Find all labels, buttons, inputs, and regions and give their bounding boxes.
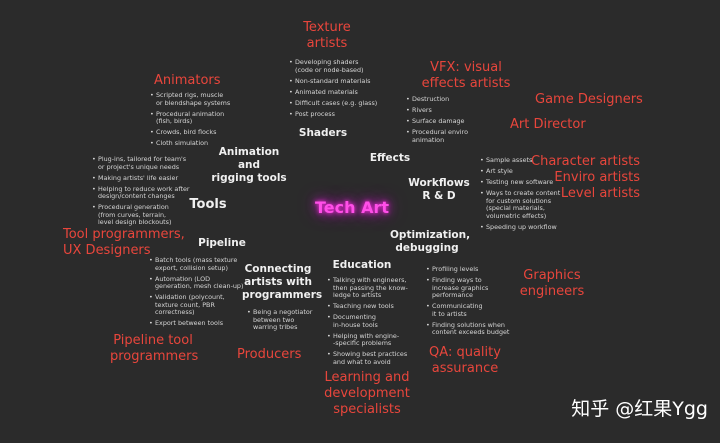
list-item: Teaching new tools (327, 303, 417, 311)
list-item: Speeding up workflow (480, 223, 570, 232)
list-item: Helping with engine- -specific problems (327, 332, 417, 348)
role-graphics-engineers: Graphics engineers (519, 268, 585, 299)
list-item: Export between tools (149, 320, 249, 328)
list-item: Developing shaders (code or node-based) (289, 58, 379, 74)
list-item: Communicating it to artists (426, 302, 518, 318)
pipeline-bullet-list: Batch tools (mass texture export, collis… (149, 256, 249, 331)
role-vfx: VFX: visual effects artists (421, 60, 511, 91)
list-item: Scripted rigs, muscle or blendshape syst… (150, 91, 240, 107)
optimization-bullet-list: Profiling levels Finding ways to increas… (426, 265, 518, 340)
category-effects: Effects (369, 152, 411, 164)
role-qa: QA: quality assurance (429, 345, 501, 376)
list-item: Cloth simulation (150, 140, 240, 148)
center-title: Tech Art (314, 198, 389, 217)
workflows-bullet-list: Sample assets Art style Testing new soft… (480, 156, 570, 235)
list-item: Plug-ins, tailored for team's or project… (92, 155, 202, 171)
connecting-bullet-list: Being a negotiator between two warring t… (247, 308, 317, 335)
watermark: 知乎 @红果Ygg (571, 398, 708, 420)
list-item: Automation (LOD generation, mesh clean-u… (149, 275, 249, 291)
category-optimization: Optimization, debugging (390, 229, 471, 254)
list-item: Validation (polycount, texture count, PB… (149, 293, 249, 317)
list-item: Making artists' life easier (92, 174, 202, 183)
role-texture-artists: Texture artists (303, 20, 351, 51)
effects-bullet-list: Destruction Rivers Surface damage Proced… (406, 95, 488, 148)
list-item: Difficult cases (e.g. glass) (289, 99, 379, 108)
list-item: Destruction (406, 95, 488, 104)
list-item: Talking with engineers, then passing the… (327, 276, 417, 300)
list-item: Art style (480, 167, 570, 176)
role-game-designers: Game Designers (535, 92, 643, 107)
list-item: Rivers (406, 106, 488, 115)
category-shaders: Shaders (298, 127, 348, 139)
list-item: Ways to create content for custom soluti… (480, 189, 570, 220)
list-item: Finding ways to increase graphics perfor… (426, 276, 518, 300)
list-item: Testing new software (480, 178, 570, 187)
education-bullet-list: Talking with engineers, then passing the… (327, 276, 417, 370)
list-item: Non-standard materials (289, 77, 379, 86)
list-item: Procedural enviro animation (406, 128, 488, 144)
list-item: Batch tools (mass texture export, collis… (149, 256, 249, 272)
list-item: Documenting in-house tools (327, 313, 417, 329)
category-animation-rigging: Animation and rigging tools (211, 146, 287, 184)
list-item: Helping to reduce work after design/cont… (92, 185, 202, 201)
tools-bullet-list: Plug-ins, tailored for team's or project… (92, 155, 202, 230)
category-pipeline: Pipeline (198, 237, 246, 249)
list-item: Procedural generation (from curves, terr… (92, 203, 202, 227)
list-item: Sample assets (480, 156, 570, 165)
role-tool-programmers: Tool programmers, UX Designers (63, 227, 185, 258)
list-item: Finding solutions when content exceeds b… (426, 321, 518, 337)
role-learning-specialists: Learning and development specialists (324, 370, 410, 417)
category-education: Education (332, 259, 392, 271)
list-item: Post process (289, 110, 379, 119)
role-art-director: Art Director (510, 117, 586, 132)
role-animators: Animators (154, 73, 221, 88)
list-item: Profiling levels (426, 265, 518, 274)
list-item: Surface damage (406, 117, 488, 126)
animation-bullet-list: Scripted rigs, muscle or blendshape syst… (150, 91, 240, 151)
category-connecting: Connecting artists with programmers (242, 263, 323, 301)
list-item: Animated materials (289, 88, 379, 97)
list-item: Procedural animation (fish, birds) (150, 110, 240, 126)
list-item: Crowds, bird flocks (150, 129, 240, 137)
list-item: Being a negotiator between two warring t… (247, 308, 317, 332)
shaders-bullet-list: Developing shaders (code or node-based) … (289, 58, 379, 122)
role-producers: Producers (237, 347, 302, 362)
category-workflows: Workflows R & D (408, 177, 470, 202)
list-item: Showing best practices and what to avoid (327, 350, 417, 366)
role-pipeline-tool-programmers: Pipeline tool programmers (110, 333, 199, 364)
